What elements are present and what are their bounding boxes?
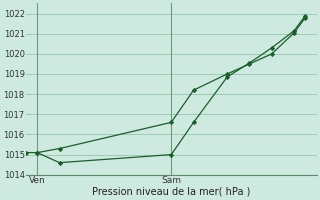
X-axis label: Pression niveau de la mer( hPa ): Pression niveau de la mer( hPa ) — [92, 187, 251, 197]
